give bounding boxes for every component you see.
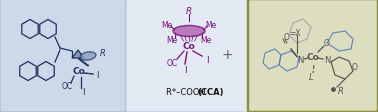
Text: R*–COOH: R*–COOH (166, 88, 208, 97)
Text: N: N (324, 56, 330, 65)
Text: O: O (352, 63, 358, 72)
Text: Co: Co (73, 67, 85, 76)
FancyBboxPatch shape (0, 0, 126, 112)
Ellipse shape (80, 52, 96, 61)
Text: OC: OC (62, 82, 73, 91)
Text: (CCA): (CCA) (198, 88, 224, 97)
Text: I: I (206, 56, 208, 65)
Text: L: L (309, 73, 313, 82)
Text: I: I (184, 66, 186, 75)
FancyBboxPatch shape (126, 0, 248, 112)
Text: Me: Me (161, 21, 173, 30)
Text: N: N (297, 56, 303, 65)
Text: OC: OC (166, 59, 178, 68)
Text: Me: Me (200, 36, 212, 45)
Text: Co: Co (307, 53, 319, 62)
Text: Co: Co (183, 42, 195, 51)
Text: +: + (221, 48, 233, 61)
Text: R: R (186, 7, 192, 16)
Text: I: I (82, 88, 84, 97)
Text: R: R (100, 49, 106, 58)
Text: O: O (324, 39, 330, 48)
FancyBboxPatch shape (248, 0, 378, 112)
Text: O: O (284, 33, 290, 42)
Polygon shape (72, 51, 84, 58)
Text: Me: Me (166, 36, 178, 45)
Text: =X: =X (289, 29, 301, 38)
Text: Me: Me (205, 21, 217, 30)
Ellipse shape (173, 26, 205, 37)
Text: I: I (96, 71, 98, 80)
Text: R: R (338, 87, 344, 96)
